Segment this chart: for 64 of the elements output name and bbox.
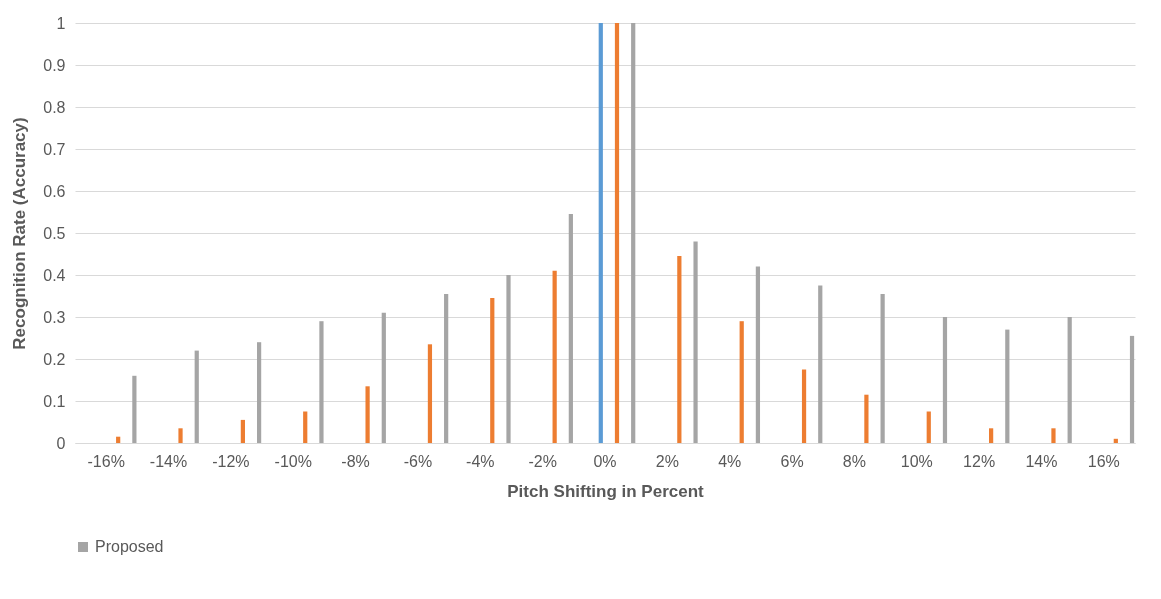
y-tick-label: 0.8: [43, 98, 66, 116]
x-axis-title: Pitch Shifting in Percent: [507, 481, 705, 501]
x-tick-label: 10%: [900, 452, 933, 470]
bar: [614, 23, 620, 443]
y-tick-label: 0.6: [43, 182, 66, 200]
y-tick-label: 0.2: [43, 350, 66, 368]
bar: [240, 419, 245, 443]
bar: [739, 321, 744, 443]
bar: [926, 411, 931, 443]
bar: [755, 266, 761, 443]
y-tick-label: 0.9: [43, 56, 66, 74]
bar: [1129, 335, 1135, 443]
x-tick-label: 0%: [593, 452, 617, 470]
bar: [552, 270, 557, 443]
x-tick-label: -16%: [87, 452, 125, 470]
x-tick-label: 4%: [718, 452, 742, 470]
legend-label: Proposed: [95, 538, 164, 555]
bar: [381, 312, 386, 443]
x-tick-label: 12%: [963, 452, 996, 470]
x-tick-label: 16%: [1087, 452, 1120, 470]
bar: [303, 411, 308, 443]
bar: [1051, 428, 1056, 443]
y-tick-label: 1: [56, 14, 66, 32]
y-axis-title: Recognition Rate (Accuracy): [10, 117, 30, 350]
x-tick-label: -2%: [528, 452, 557, 470]
bar: [880, 293, 885, 443]
bar: [1005, 329, 1010, 443]
bar: [365, 386, 370, 443]
x-tick-label: -6%: [403, 452, 433, 470]
y-tick-label: 0.1: [43, 392, 66, 410]
bar: [864, 394, 869, 443]
y-tick-label: 0.5: [43, 224, 66, 242]
x-tick-label: -12%: [212, 452, 250, 470]
bar: [194, 350, 199, 443]
x-tick-label: -4%: [466, 452, 495, 470]
bar: [256, 342, 262, 443]
y-tick-label: 0.4: [43, 266, 66, 284]
bar: [801, 369, 807, 443]
x-tick-label: 2%: [655, 452, 679, 470]
bar: [506, 275, 511, 443]
x-tick-label: -10%: [274, 452, 312, 470]
bar: [490, 298, 495, 443]
x-tick-label: 14%: [1025, 452, 1058, 470]
y-tick-label: 0: [56, 434, 66, 452]
bar: [631, 23, 636, 443]
bar: [444, 293, 449, 443]
x-tick-label: 6%: [780, 452, 804, 470]
bar: [598, 23, 603, 443]
x-tick-label: -14%: [149, 452, 188, 470]
x-tick-label: -8%: [341, 452, 370, 470]
bar: [1067, 317, 1072, 443]
bar: [568, 214, 573, 443]
bar: [427, 344, 433, 443]
bar: [132, 375, 137, 443]
bar: [693, 241, 698, 443]
bar: [818, 285, 823, 443]
y-tick-label: 0.7: [43, 140, 66, 158]
bar: [178, 428, 183, 443]
bar: [942, 317, 948, 443]
bar: [677, 256, 682, 443]
y-tick-label: 0.3: [43, 308, 66, 326]
bar: [319, 321, 324, 443]
x-tick-label: 8%: [842, 452, 866, 470]
bar: [989, 428, 994, 443]
